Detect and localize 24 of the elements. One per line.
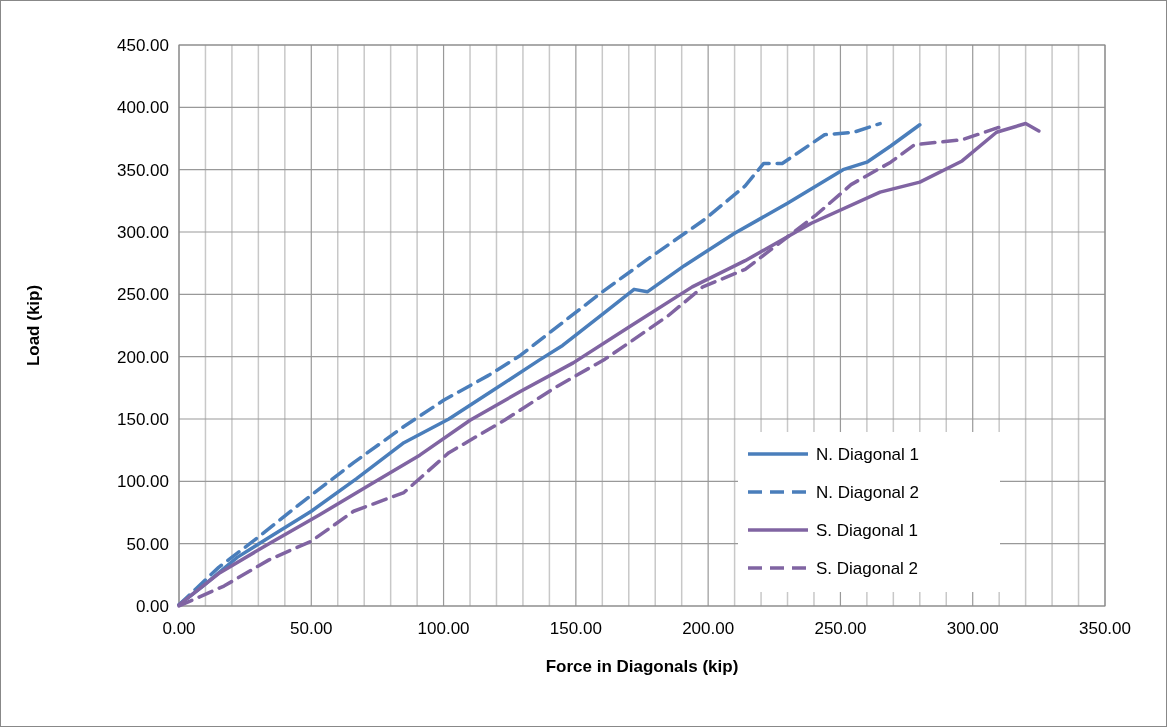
y-tick-label: 450.00 bbox=[117, 36, 169, 55]
x-tick-label: 350.00 bbox=[1079, 619, 1131, 638]
y-tick-label: 200.00 bbox=[117, 347, 169, 367]
legend-label: S. Diagonal 1 bbox=[816, 521, 919, 540]
x-tick-label: 100.00 bbox=[417, 619, 470, 638]
x-tick-label: 0.00 bbox=[162, 619, 196, 638]
legend-label: N. Diagonal 2 bbox=[816, 483, 920, 502]
y-tick-label: 250.00 bbox=[117, 285, 169, 305]
y-tick-label: 50.00 bbox=[126, 534, 169, 554]
y-tick-label: 100.00 bbox=[117, 472, 169, 492]
y-axis-title: Load (kip) bbox=[24, 284, 43, 367]
x-tick-label: 250.00 bbox=[814, 619, 867, 638]
x-tick-label: 200.00 bbox=[682, 619, 735, 638]
legend-label: S. Diagonal 2 bbox=[816, 559, 919, 578]
x-axis-title: Force in Diagonals (kip) bbox=[545, 657, 739, 676]
y-tick-label: 300.00 bbox=[117, 223, 169, 242]
x-tick-label: 150.00 bbox=[549, 619, 602, 638]
y-tick-label: 350.00 bbox=[117, 160, 169, 180]
x-tick-label: 50.00 bbox=[290, 619, 333, 638]
y-tick-label: 400.00 bbox=[117, 98, 169, 118]
y-tick-label: 0.00 bbox=[135, 597, 169, 616]
x-tick-label: 300.00 bbox=[946, 619, 999, 638]
legend-label: N. Diagonal 1 bbox=[816, 445, 920, 464]
y-tick-label: 150.00 bbox=[117, 410, 169, 429]
